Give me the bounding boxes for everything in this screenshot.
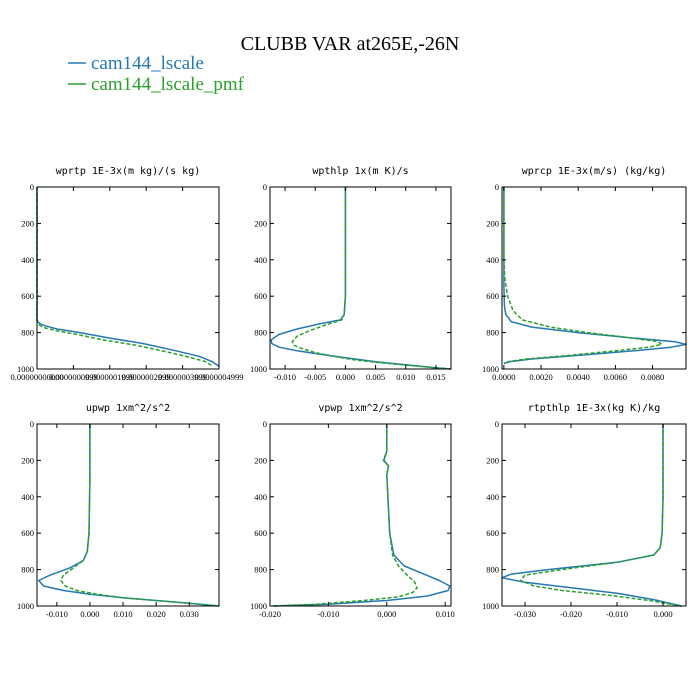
xtick-label-3-0: -0.010 (46, 609, 68, 619)
ytick-label-1-3: 600 (254, 291, 267, 301)
ytick-label-5-1: 200 (486, 455, 499, 465)
ytick-label-0-1: 200 (21, 218, 34, 228)
ytick-label-2-1: 200 (486, 218, 499, 228)
series-line-1-1 (291, 187, 452, 370)
ytick-label-2-0: 0 (495, 182, 499, 192)
ytick-label-3-2: 400 (21, 492, 34, 502)
ytick-label-1-0: 0 (263, 182, 267, 192)
ytick-label-4-3: 600 (254, 528, 267, 538)
panel-title-5: rtpthlp 1E-3x(kg K)/kg (528, 403, 660, 414)
ytick-label-4-4: 800 (254, 565, 267, 575)
panel-4: vpwp 1xm^2/s^2 0 200 400 600 800 1000-0.020 -0.… (250, 403, 455, 619)
xtick-label-3-2: 0.010 (113, 609, 132, 619)
xtick-label-1-1: -0.005 (304, 372, 326, 382)
ytick-label-2-2: 400 (486, 255, 499, 265)
ytick-label-5-2: 400 (486, 492, 499, 502)
xtick-label-1-4: 0.010 (396, 372, 415, 382)
ytick-label-1-1: 200 (254, 218, 267, 228)
xtick-label-1-0: -0.010 (274, 372, 296, 382)
series-line-5-1 (519, 424, 682, 607)
panel-2: wprcp 1E-3x(m/s) (kg/kg) 0 200 400 600 800 100… (482, 166, 687, 382)
xtick-label-2-1: 0.0020 (529, 372, 552, 382)
ytick-label-2-5: 1000 (482, 364, 499, 374)
xtick-label-5-0: -0.030 (514, 609, 536, 619)
xtick-label-5-2: -0.010 (606, 609, 628, 619)
xtick-label-0-4: 0.0000003999 (158, 372, 207, 382)
panel-title-4: vpwp 1xm^2/s^2 (318, 403, 402, 414)
ytick-label-5-5: 1000 (482, 601, 499, 611)
ytick-label-0-0: 0 (30, 182, 34, 192)
ytick-label-3-3: 600 (21, 528, 34, 538)
ytick-label-5-4: 800 (486, 565, 499, 575)
xtick-label-4-2: 0.000 (377, 609, 396, 619)
legend-label-0: cam144_lscale (91, 53, 204, 74)
xtick-label-4-0: -0.020 (259, 609, 281, 619)
panel-title-2: wprcp 1E-3x(m/s) (kg/kg) (522, 166, 667, 177)
ytick-label-0-3: 600 (21, 291, 34, 301)
panel-frame-1 (269, 186, 452, 370)
ytick-label-0-5: 1000 (17, 364, 34, 374)
ytick-label-4-1: 200 (254, 455, 267, 465)
panel-1: wpthlp 1x(m K)/s 0 200 400 600 800 1000 -0.010-… (250, 166, 452, 382)
series-line-4-1 (272, 424, 418, 607)
xtick-label-1-2: 0.000 (336, 372, 355, 382)
ytick-label-4-5: 1000 (250, 601, 267, 611)
panel-frame-3 (36, 423, 220, 607)
ytick-label-1-4: 800 (254, 328, 267, 338)
ytick-label-0-4: 800 (21, 328, 34, 338)
panels: wprtp 1E-3x(m kg)/(s kg) 0 200 400 600 800 100… (10, 166, 687, 619)
ytick-label-1-2: 400 (254, 255, 267, 265)
xtick-label-3-1: 0.000 (80, 609, 99, 619)
xtick-label-2-0: 0.0000 (492, 372, 515, 382)
panel-frame-5 (501, 423, 687, 607)
xtick-label-4-3: 0.010 (436, 609, 455, 619)
xtick-label-1-3: 0.005 (366, 372, 385, 382)
xtick-label-4-1: -0.010 (317, 609, 339, 619)
xtick-label-2-2: 0.0040 (567, 372, 590, 382)
xtick-label-5-1: -0.020 (560, 609, 582, 619)
xtick-label-0-2: 0.0000001999 (85, 372, 134, 382)
series-line-3-1 (60, 424, 220, 607)
ytick-label-3-5: 1000 (17, 601, 34, 611)
panel-0: wprtp 1E-3x(m kg)/(s kg) 0 200 400 600 800 100… (10, 166, 243, 382)
panel-title-0: wprtp 1E-3x(m kg)/(s kg) (56, 166, 201, 177)
xtick-label-3-3: 0.020 (147, 609, 166, 619)
ytick-label-3-4: 800 (21, 565, 34, 575)
series-line-2-1 (503, 187, 663, 365)
xtick-label-1-5: 0.015 (426, 372, 445, 382)
xtick-label-5-3: 0.000 (653, 609, 672, 619)
xtick-label-0-1: 0.0000000999 (49, 372, 98, 382)
xtick-label-2-4: 0.0080 (641, 372, 664, 382)
legend-label-1: cam144_lscale_pmf (91, 74, 245, 95)
xtick-label-0-5: 0.0000004999 (195, 372, 244, 382)
panel-3: upwp 1xm^2/s^2 0 200 400 600 800 1000 -0.010 0.0… (17, 403, 220, 619)
panel-title-1: wpthlp 1x(m K)/s (312, 166, 408, 177)
ytick-label-1-5: 1000 (250, 364, 267, 374)
xtick-label-3-4: 0.030 (180, 609, 199, 619)
xtick-label-0-3: 0.0000002999 (122, 372, 171, 382)
panel-title-3: upwp 1xm^2/s^2 (86, 403, 170, 414)
ytick-label-3-1: 200 (21, 455, 34, 465)
xtick-label-0-0: 0.00000000000 (10, 372, 63, 382)
ytick-label-0-2: 400 (21, 255, 34, 265)
ytick-label-5-3: 600 (486, 528, 499, 538)
ytick-label-2-4: 800 (486, 328, 499, 338)
ytick-label-3-0: 0 (30, 419, 34, 429)
panel-frame-4 (269, 423, 452, 607)
xtick-label-2-3: 0.0060 (604, 372, 627, 382)
panel-5: rtpthlp 1E-3x(kg K)/kg 0 200 400 600 800 1000 -… (482, 403, 687, 619)
figure-title: CLUBB VAR at265E,-26N (241, 33, 460, 55)
ytick-label-4-2: 400 (254, 492, 267, 502)
ytick-label-5-0: 0 (495, 419, 499, 429)
panel-frame-0 (36, 186, 220, 370)
legend: cam144_lscale cam144_lscale_pmf (68, 53, 245, 95)
ytick-label-4-0: 0 (263, 419, 267, 429)
ytick-label-2-3: 600 (486, 291, 499, 301)
panel-frame-2 (501, 186, 687, 370)
